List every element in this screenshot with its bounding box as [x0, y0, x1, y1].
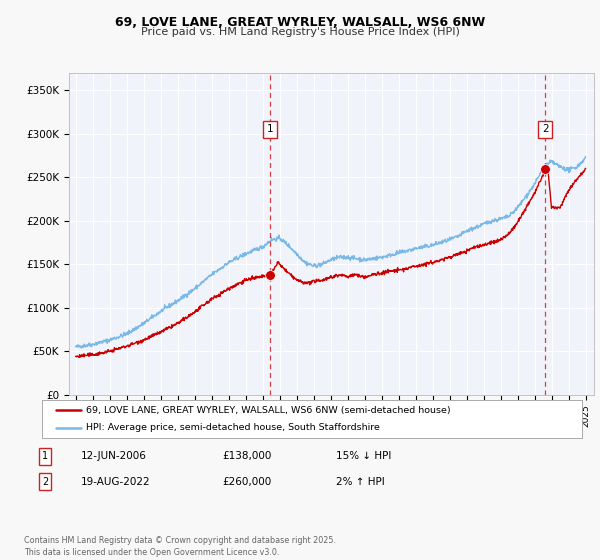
Text: 2: 2	[542, 124, 548, 134]
Text: 69, LOVE LANE, GREAT WYRLEY, WALSALL, WS6 6NW: 69, LOVE LANE, GREAT WYRLEY, WALSALL, WS…	[115, 16, 485, 29]
Text: 19-AUG-2022: 19-AUG-2022	[81, 477, 151, 487]
Text: £260,000: £260,000	[222, 477, 271, 487]
Text: 15% ↓ HPI: 15% ↓ HPI	[336, 451, 391, 461]
Text: 1: 1	[267, 124, 274, 134]
Text: Contains HM Land Registry data © Crown copyright and database right 2025.
This d: Contains HM Land Registry data © Crown c…	[24, 536, 336, 557]
Text: 1: 1	[42, 451, 48, 461]
Text: 69, LOVE LANE, GREAT WYRLEY, WALSALL, WS6 6NW (semi-detached house): 69, LOVE LANE, GREAT WYRLEY, WALSALL, WS…	[86, 405, 451, 414]
Text: HPI: Average price, semi-detached house, South Staffordshire: HPI: Average price, semi-detached house,…	[86, 423, 380, 432]
Text: £138,000: £138,000	[222, 451, 271, 461]
Text: 12-JUN-2006: 12-JUN-2006	[81, 451, 147, 461]
Text: Price paid vs. HM Land Registry's House Price Index (HPI): Price paid vs. HM Land Registry's House …	[140, 27, 460, 37]
Text: 2: 2	[42, 477, 48, 487]
Text: 2% ↑ HPI: 2% ↑ HPI	[336, 477, 385, 487]
